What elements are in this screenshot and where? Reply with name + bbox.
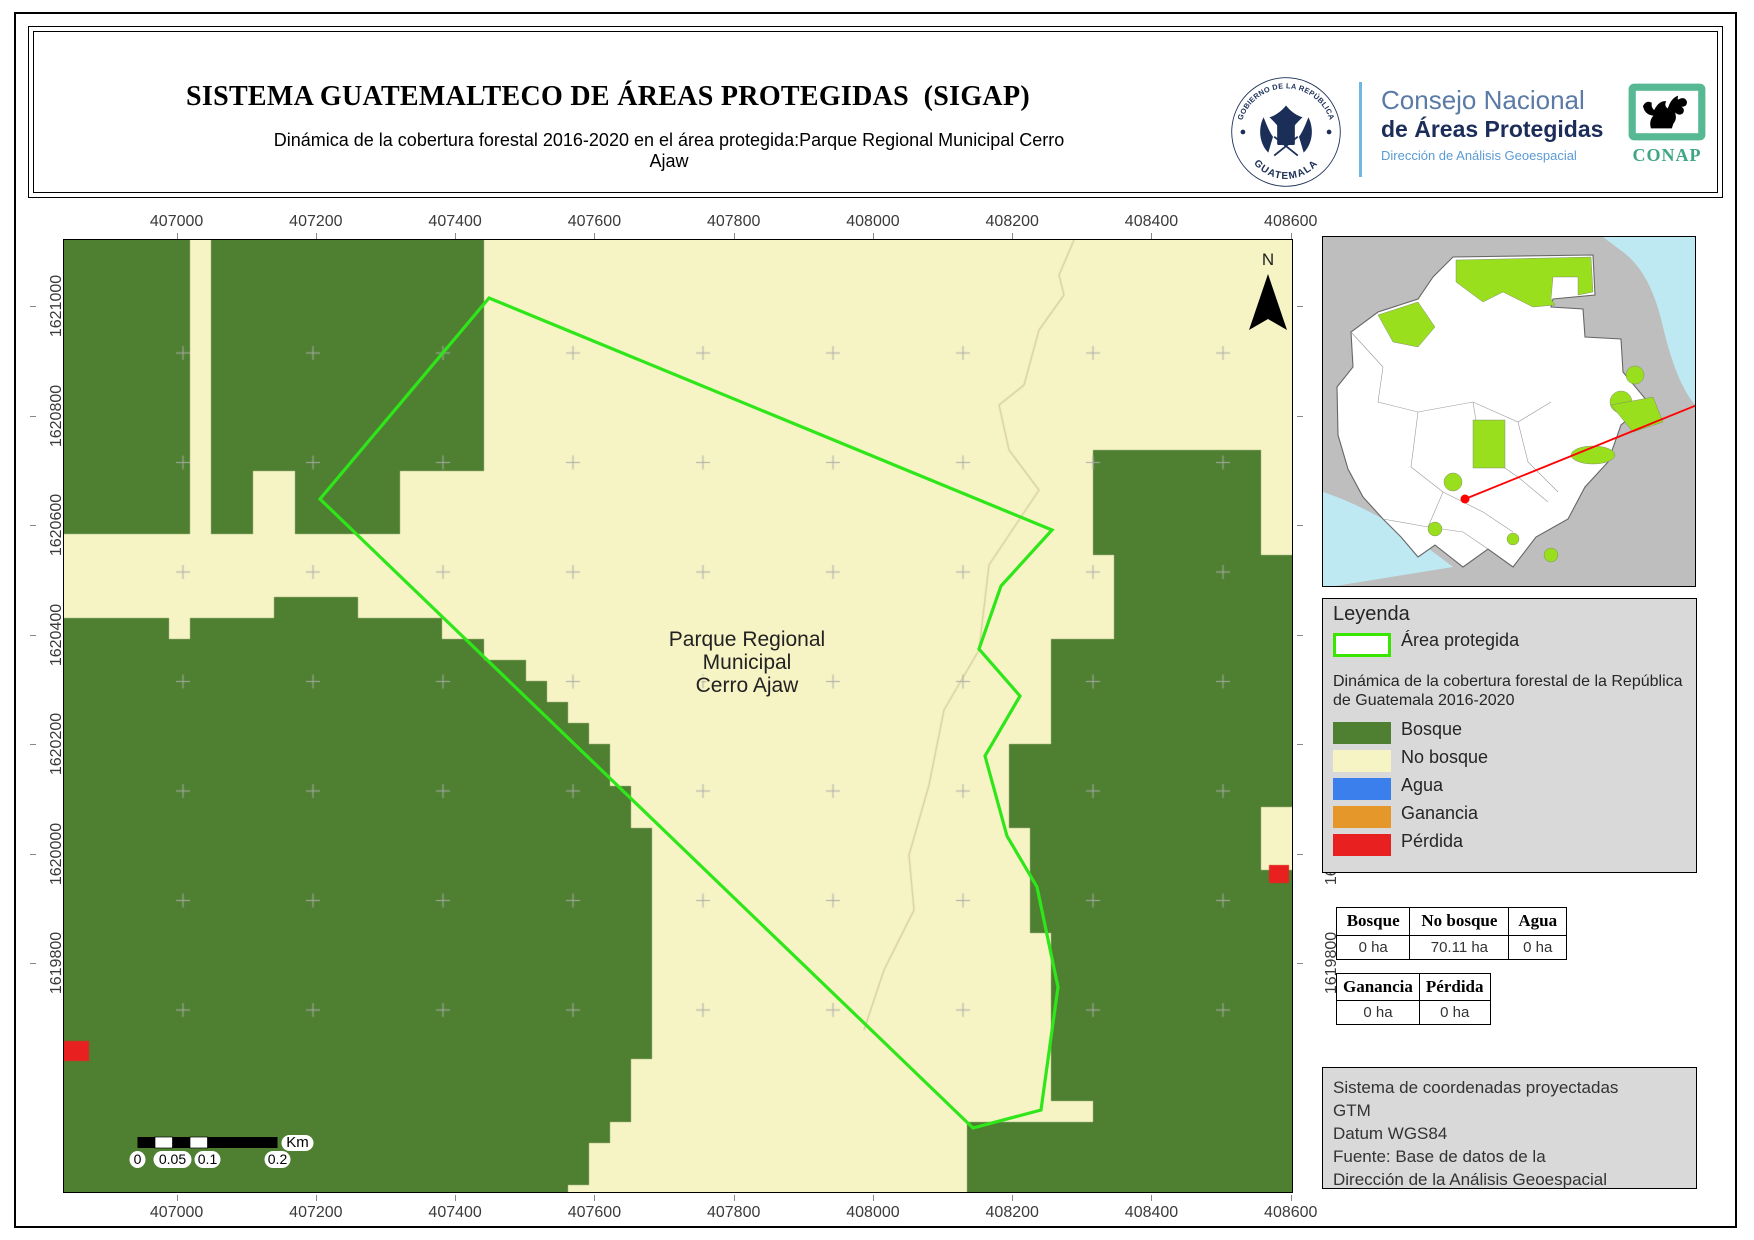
svg-text:GUATEMALA: GUATEMALA <box>1251 158 1320 182</box>
svg-text:Municipal: Municipal <box>703 651 792 674</box>
svg-text:0.2: 0.2 <box>268 1151 288 1167</box>
svg-text:0: 0 <box>134 1151 142 1167</box>
svg-text:Cerro Ajaw: Cerro Ajaw <box>696 674 800 697</box>
svg-text:0.05: 0.05 <box>159 1151 186 1167</box>
svg-text:N: N <box>1262 250 1274 269</box>
svg-text:0.1: 0.1 <box>198 1151 218 1167</box>
svg-text:Km: Km <box>286 1134 309 1151</box>
svg-text:Parque Regional: Parque Regional <box>669 628 825 651</box>
